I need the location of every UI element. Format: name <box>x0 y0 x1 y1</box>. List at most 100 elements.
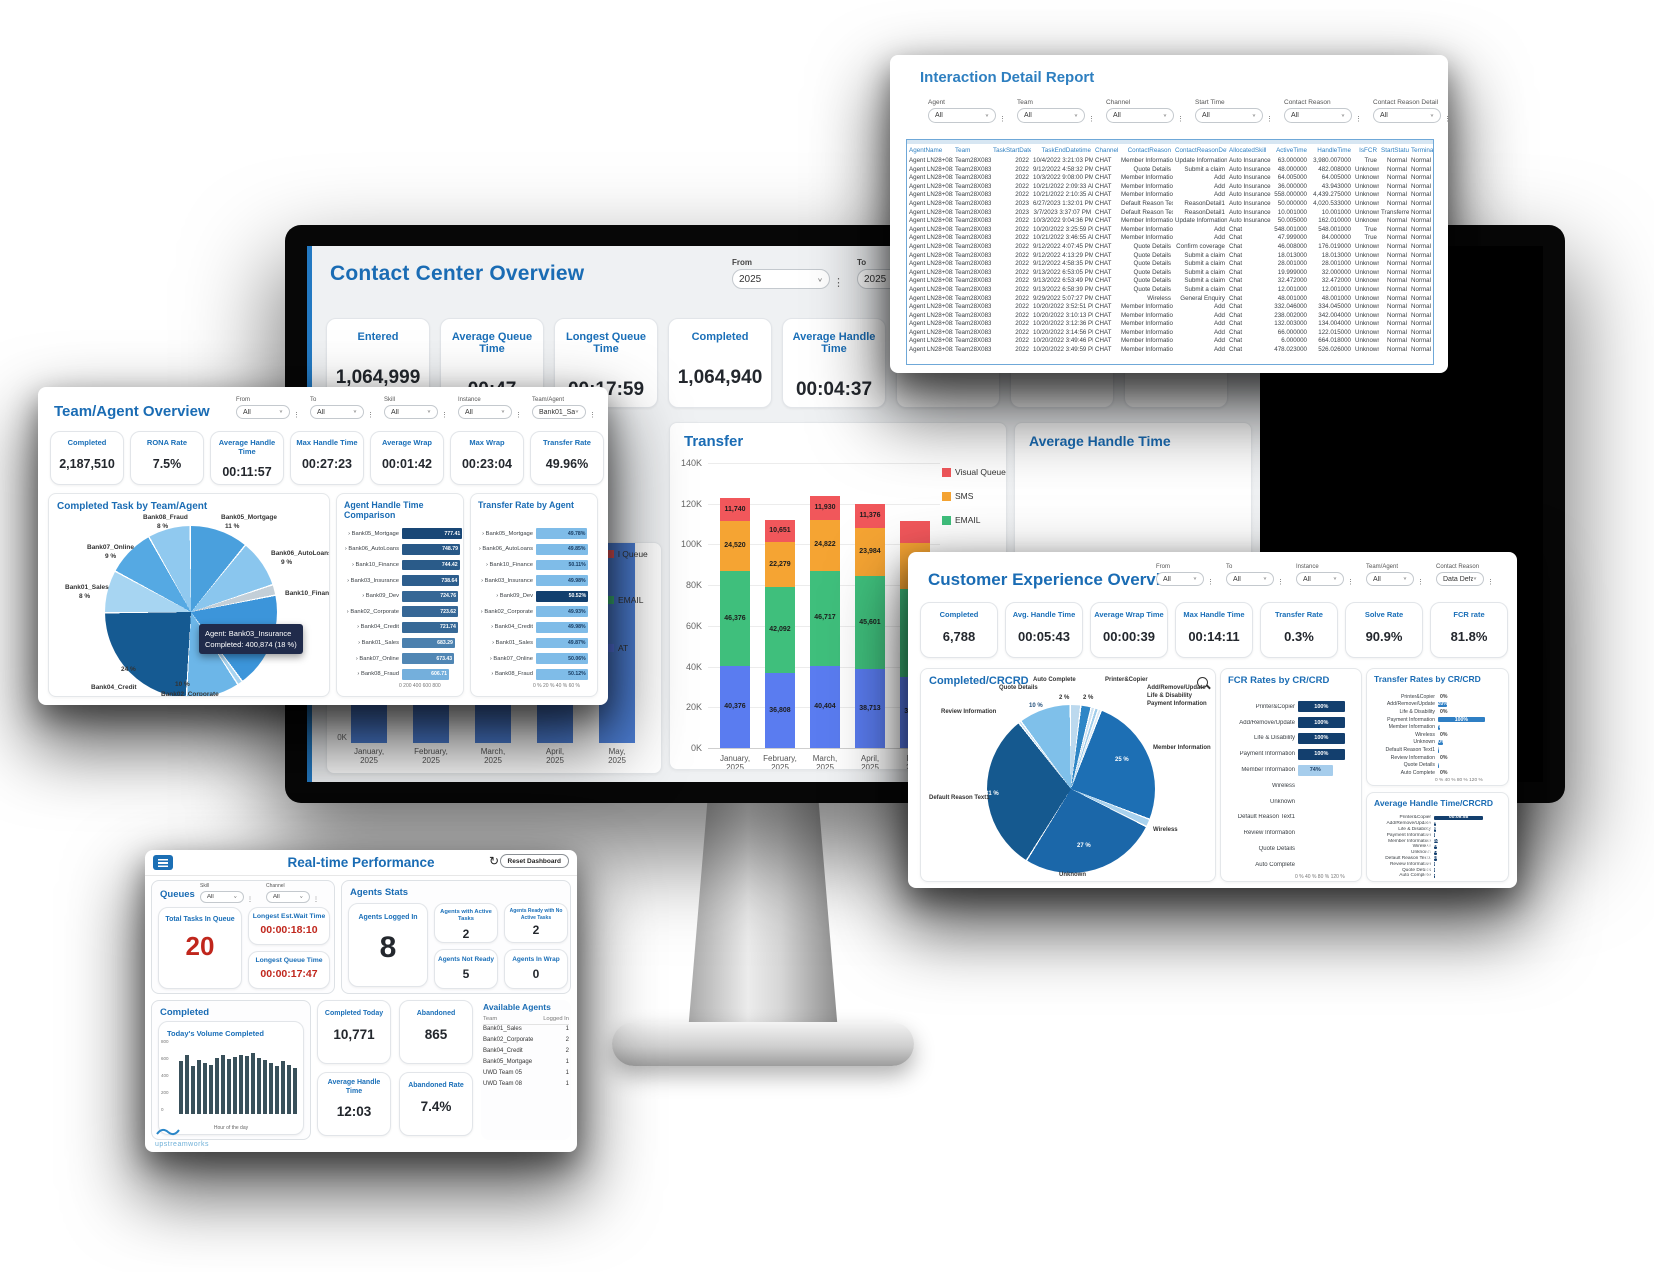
kpi-card[interactable]: Completed 2,187,510 <box>50 431 124 485</box>
filter-select[interactable]: All ∨ <box>1106 108 1174 123</box>
bar[interactable]: 3% <box>1435 747 1443 753</box>
bar[interactable]: 00:04:23 <box>1425 862 1444 867</box>
filter-select[interactable]: All ∨ <box>1226 572 1274 586</box>
filter-select[interactable]: All ∨ <box>1195 108 1263 123</box>
bar-segment-email[interactable] <box>720 571 750 666</box>
kebab-menu-icon[interactable]: ⋮ <box>367 412 374 419</box>
bar[interactable]: 20% <box>1437 701 1447 707</box>
kpi-card[interactable]: Max Handle Time 00:14:11 <box>1175 602 1253 658</box>
kpi-card[interactable]: Avg. Handle Time 00:05:43 <box>1005 602 1083 658</box>
bar[interactable]: 100% <box>1298 748 1345 760</box>
filter-select[interactable]: All ∨ <box>1373 108 1441 123</box>
kebab-menu-icon[interactable]: ⋮ <box>1207 579 1214 586</box>
from-select[interactable]: 2025 ∨ <box>732 269 830 289</box>
bar[interactable]: 100% <box>1438 717 1485 723</box>
kebab-menu-icon[interactable]: ⋮ <box>1417 579 1424 586</box>
filter-select[interactable]: All ∨ <box>1296 572 1344 586</box>
bar[interactable]: 00:09:21 <box>1425 821 1444 826</box>
kpi-card[interactable]: Max Wrap 00:23:04 <box>450 431 524 485</box>
bar[interactable]: 49.87% <box>536 637 588 649</box>
filter-select[interactable]: All ∨ <box>236 405 290 419</box>
bar-segment-chat[interactable] <box>720 665 750 748</box>
bar[interactable]: 10% <box>1435 739 1445 745</box>
kpi-card[interactable]: FCR rate 81.8% <box>1430 602 1508 658</box>
completed-task-pie[interactable] <box>105 526 277 696</box>
bar[interactable]: 721.74 <box>402 621 458 633</box>
bar[interactable]: 748.79 <box>402 543 461 555</box>
bar[interactable]: 00:09:58 <box>1434 815 1484 820</box>
bar[interactable]: 683.29 <box>402 637 455 649</box>
kpi-card[interactable]: Transfer Rate 0.3% <box>1260 602 1338 658</box>
bar[interactable]: 00:04:05 <box>1425 868 1444 873</box>
legend-item[interactable]: EMAIL <box>942 515 981 525</box>
kebab-menu-icon[interactable]: ⋮ <box>1266 116 1273 123</box>
magnifier-icon[interactable] <box>1197 677 1208 688</box>
kpi-card[interactable]: Average Handle Time 00:04:37 <box>782 318 886 408</box>
hamburger-menu-icon[interactable] <box>153 855 173 870</box>
bar-segment-sms[interactable] <box>765 542 795 588</box>
bar-segment-chat[interactable] <box>765 673 795 748</box>
filter-select[interactable]: Data Default∨ <box>1436 572 1484 586</box>
kebab-menu-icon[interactable]: ⋮ <box>293 412 300 419</box>
kpi-card[interactable]: Transfer Rate 49.96% <box>530 431 604 485</box>
bar[interactable]: 49.85% <box>536 543 588 555</box>
kebab-menu-icon[interactable]: ⋮ <box>999 116 1006 123</box>
bar[interactable]: 777.41 <box>402 528 463 540</box>
bar-segment-visual-queue[interactable] <box>855 504 885 528</box>
filter-select[interactable]: All ∨ <box>458 405 512 419</box>
bar[interactable]: 00:28:10 <box>1426 844 1445 849</box>
kebab-menu-icon[interactable]: ⋮ <box>1177 116 1184 123</box>
bar[interactable]: 00:24:13 <box>1426 839 1445 844</box>
reset-dashboard-button[interactable]: Reset Dashboard <box>499 854 569 868</box>
bar[interactable]: 100% <box>1298 701 1345 713</box>
kpi-card[interactable]: Max Handle Time 00:27:23 <box>290 431 364 485</box>
legend-item[interactable]: Visual Queue <box>942 467 1006 477</box>
bar[interactable]: 74% <box>1298 764 1333 776</box>
bar[interactable]: 50.11% <box>536 559 588 571</box>
bar-segment-chat[interactable] <box>855 669 885 748</box>
table-scroll-strip[interactable] <box>907 140 1433 144</box>
bar[interactable]: 606.71 <box>402 668 450 680</box>
bar-segment-visual-queue[interactable] <box>900 521 930 544</box>
bar-segment-email[interactable] <box>855 576 885 670</box>
refresh-icon[interactable]: ↻ <box>488 854 499 868</box>
filter-select[interactable]: Bank01_Sales, Bank..∨ <box>532 405 586 419</box>
kpi-card[interactable]: Average Wrap Time 00:00:39 <box>1090 602 1168 658</box>
bar-segment-email[interactable] <box>765 587 795 674</box>
bar-segment-sms[interactable] <box>810 520 840 571</box>
bar-segment-chat[interactable] <box>810 665 840 748</box>
interaction-table[interactable]: AgentName Team TaskStartDatetime TaskEndDat… <box>906 139 1434 365</box>
kpi-card[interactable]: RONA Rate 7.5% <box>130 431 204 485</box>
bar[interactable]: 00:02:28 <box>1425 873 1444 878</box>
kpi-card[interactable]: Average Handle Time 00:11:57 <box>210 431 284 485</box>
kpi-card[interactable]: Completed 1,064,940 <box>668 318 772 408</box>
filter-select[interactable]: All ∨ <box>1284 108 1352 123</box>
bar-segment-visual-queue[interactable] <box>720 497 750 522</box>
filter-select[interactable]: All ∨ <box>266 891 310 903</box>
kebab-menu-icon[interactable]: ⋮ <box>1088 116 1095 123</box>
kebab-menu-icon[interactable]: ⋮ <box>441 412 448 419</box>
kpi-card[interactable]: Average Wrap 00:01:42 <box>370 431 444 485</box>
kpi-card[interactable]: Completed 6,788 <box>920 602 998 658</box>
bar[interactable]: 744.42 <box>402 559 460 571</box>
bar[interactable]: 49.93% <box>536 606 588 618</box>
kebab-menu-icon[interactable]: ⋮ <box>1347 579 1354 586</box>
kebab-menu-icon[interactable]: ⋮ <box>247 897 253 903</box>
kebab-menu-icon[interactable]: ⋮ <box>1355 116 1362 123</box>
bar[interactable]: 49.98% <box>536 575 588 587</box>
bar-segment-sms[interactable] <box>720 521 750 572</box>
kebab-menu-icon[interactable]: ⋮ <box>589 412 596 419</box>
bar[interactable]: 50.06% <box>536 653 588 665</box>
bar[interactable]: 738.64 <box>402 575 460 587</box>
legend-item[interactable]: SMS <box>942 491 973 501</box>
bar[interactable]: 5% <box>1435 724 1443 730</box>
filter-select[interactable]: All ∨ <box>1366 572 1414 586</box>
filter-select[interactable]: All ∨ <box>928 108 996 123</box>
bar[interactable]: 673.43 <box>402 653 455 665</box>
filter-select[interactable]: All ∨ <box>1017 108 1085 123</box>
kpi-card[interactable]: Solve Rate 90.9% <box>1345 602 1423 658</box>
bar[interactable]: 49.78% <box>536 528 588 540</box>
bar[interactable]: 00:21:28 <box>1426 850 1445 855</box>
filter-select[interactable]: All ∨ <box>310 405 364 419</box>
bar[interactable]: 723.62 <box>402 606 459 618</box>
